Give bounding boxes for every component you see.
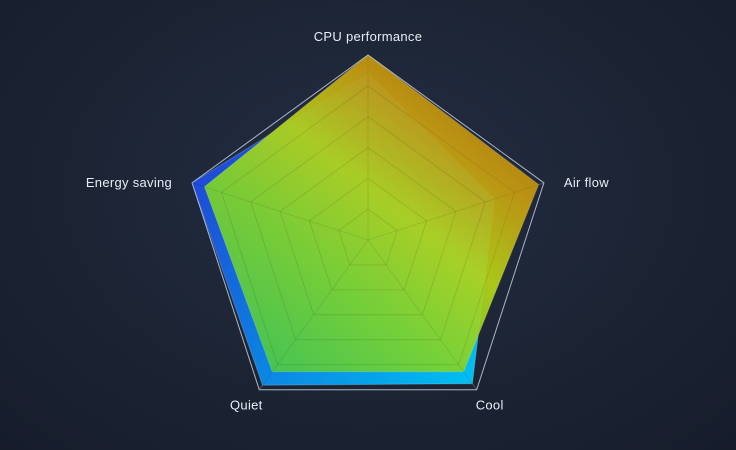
grid-ring-overlay (279, 147, 457, 316)
axis-label-cpu-performance: CPU performance (314, 29, 423, 44)
axis-label-cool: Cool (476, 398, 504, 413)
axis-label-air-flow: Air flow (564, 175, 609, 190)
series-cpu-airflow-profile (203, 54, 540, 373)
axis-label-energy-saving: Energy saving (86, 175, 172, 190)
radar-grid-over (191, 54, 545, 391)
grid-ring-outer-overlay (191, 54, 545, 391)
grid-spoke-overlay (258, 239, 369, 390)
grid-spoke-overlay (367, 182, 545, 241)
grid-spoke-overlay (367, 239, 478, 390)
grid-ring-overlay (308, 177, 428, 291)
grid-ring-overlay (338, 208, 398, 266)
grid-ring-overlay (250, 116, 486, 341)
axis-label-quiet: Quiet (230, 398, 263, 413)
grid-ring-outer (191, 54, 545, 391)
grid-spoke-overlay (191, 182, 369, 241)
grid-ring-overlay (220, 85, 516, 366)
